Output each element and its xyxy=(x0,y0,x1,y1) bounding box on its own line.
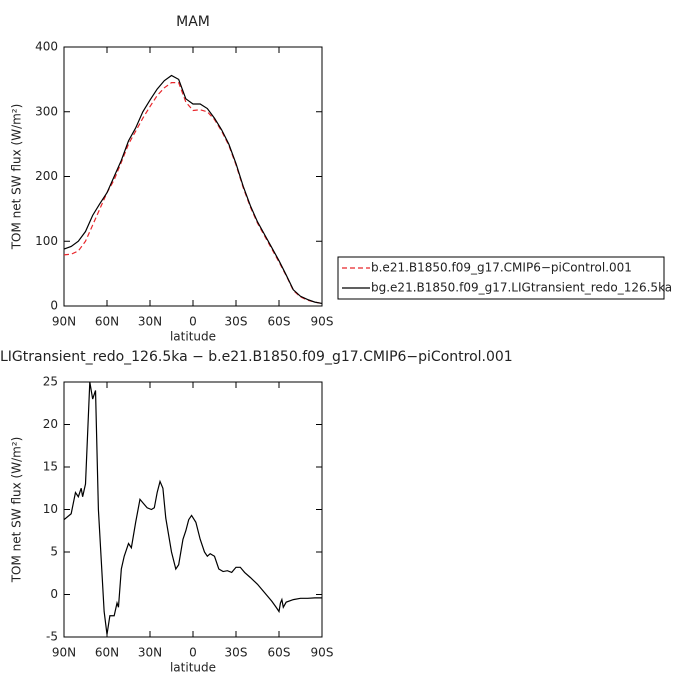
y-tick-label: 10 xyxy=(43,502,58,516)
y-tick-label: 0 xyxy=(50,299,58,313)
chart-title: MAM xyxy=(176,14,210,30)
chart-title: LIGtransient_redo_126.5ka − b.e21.B1850.… xyxy=(0,349,513,365)
legend-label: b.e21.B1850.f09_g17.CMIP6−piControl.001 xyxy=(371,261,632,275)
x-tick-label: 60N xyxy=(95,315,119,329)
y-tick-label: 25 xyxy=(43,375,58,389)
x-tick-label: 0 xyxy=(189,646,197,660)
legend-label: bg.e21.B1850.f09_g17.LIGtransient_redo_1… xyxy=(371,281,672,295)
y-axis-label: TOM net SW flux (W/m²) xyxy=(10,437,24,584)
y-tick-label: 0 xyxy=(50,587,58,601)
y-tick-label: 15 xyxy=(43,460,58,474)
x-tick-label: 60N xyxy=(95,646,119,660)
y-tick-label: -5 xyxy=(46,630,58,644)
x-tick-label: 90S xyxy=(311,646,334,660)
x-tick-label: 30N xyxy=(138,315,162,329)
x-axis-label: latitude xyxy=(170,330,216,344)
data-line xyxy=(63,74,323,305)
x-tick-label: 60S xyxy=(268,646,291,660)
plot-frame xyxy=(63,381,323,638)
plot-frame xyxy=(63,46,323,307)
x-tick-label: 30S xyxy=(225,315,248,329)
x-tick-label: 90N xyxy=(52,315,76,329)
y-tick-label: 20 xyxy=(43,417,58,431)
data-line xyxy=(63,381,322,635)
y-tick-label: 100 xyxy=(35,234,58,248)
x-tick-label: 30N xyxy=(138,646,162,660)
x-tick-label: 90N xyxy=(52,646,76,660)
x-axis-label: latitude xyxy=(170,661,216,675)
legend-frame xyxy=(337,256,665,300)
y-tick-label: 200 xyxy=(35,169,58,183)
x-tick-label: 60S xyxy=(268,315,291,329)
x-tick-label: 0 xyxy=(189,315,197,329)
legend: b.e21.B1850.f09_g17.CMIP6−piControl.001b… xyxy=(337,256,672,300)
y-tick-label: 5 xyxy=(50,545,58,559)
x-tick-label: 90S xyxy=(311,315,334,329)
y-tick-label: 300 xyxy=(35,104,58,118)
y-axis-label: TOM net SW flux (W/m²) xyxy=(10,104,24,251)
y-tick-label: 400 xyxy=(35,40,58,54)
x-tick-label: 30S xyxy=(225,646,248,660)
